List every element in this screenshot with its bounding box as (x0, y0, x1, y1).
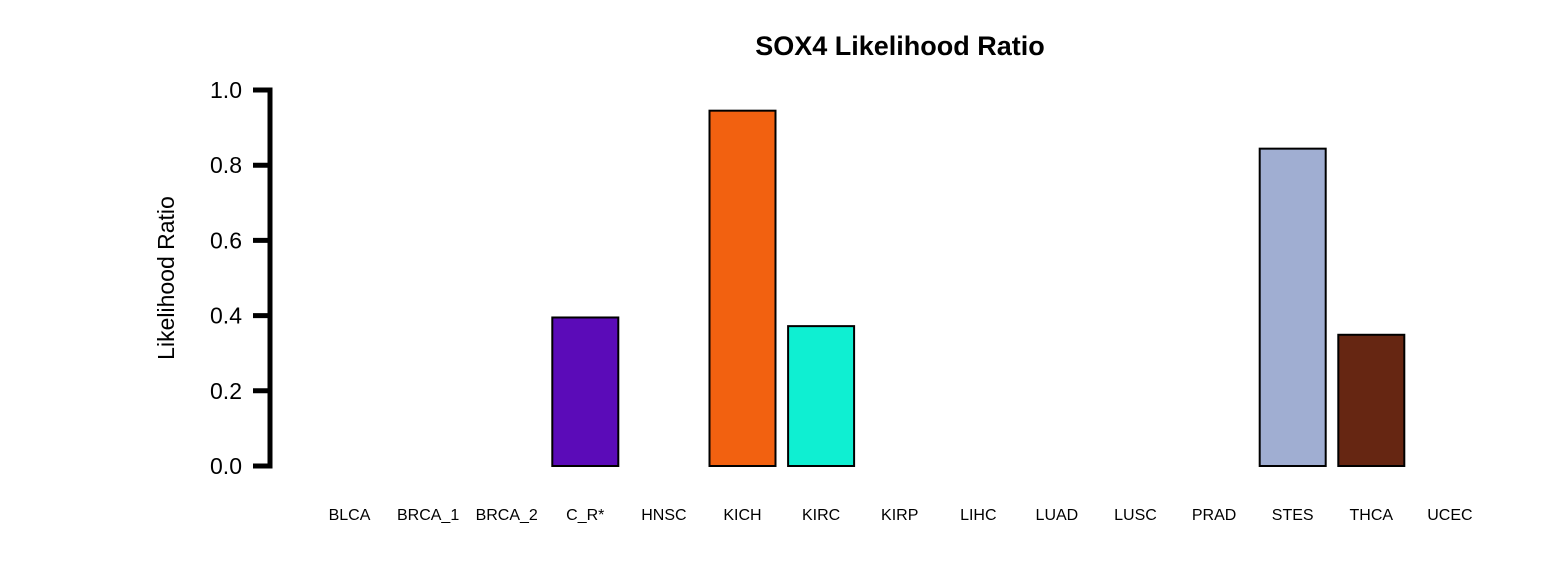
chart-title: SOX4 Likelihood Ratio (755, 31, 1045, 61)
x-tick-label: PRAD (1192, 507, 1236, 524)
x-tick-label: KIRC (802, 507, 840, 524)
x-tick-label: KICH (723, 507, 761, 524)
y-tick-label: 0.8 (210, 152, 242, 178)
y-tick-label: 0.0 (210, 453, 242, 479)
x-tick-label: LUAD (1036, 507, 1079, 524)
x-tick-label: STES (1272, 507, 1314, 524)
x-tick-label: BLCA (329, 507, 371, 524)
x-tick-label: HNSC (641, 507, 686, 524)
x-tick-label: LUSC (1114, 507, 1157, 524)
y-tick-label: 0.6 (210, 227, 242, 253)
y-tick-label: 1.0 (210, 77, 242, 103)
x-axis-labels: BLCA BRCA_1 BRCA_2 C_R* HNSC KICH KIRC KIRP LIHC… (329, 507, 1473, 524)
bars-group (551, 109, 1406, 468)
y-axis-label: Likelihood Ratio (153, 196, 179, 360)
y-tick-label: 0.2 (210, 378, 242, 404)
bar-stes (1258, 147, 1327, 467)
bar-kirc (787, 325, 856, 467)
bar-thca (1337, 333, 1406, 467)
x-tick-label: THCA (1350, 507, 1394, 524)
x-tick-label: KIRP (881, 507, 918, 524)
x-tick-label: BRCA_1 (397, 507, 459, 524)
x-tick-label: UCEC (1427, 507, 1472, 524)
bar-c-r (551, 316, 620, 468)
y-tick-label: 0.4 (210, 303, 242, 329)
y-axis: 0.0 0.2 0.4 0.6 0.8 1.0 (210, 77, 273, 479)
x-tick-label: BRCA_2 (476, 507, 538, 524)
x-tick-label: C_R* (566, 507, 604, 524)
bar-kich (708, 109, 777, 468)
x-tick-label: LIHC (960, 507, 996, 524)
